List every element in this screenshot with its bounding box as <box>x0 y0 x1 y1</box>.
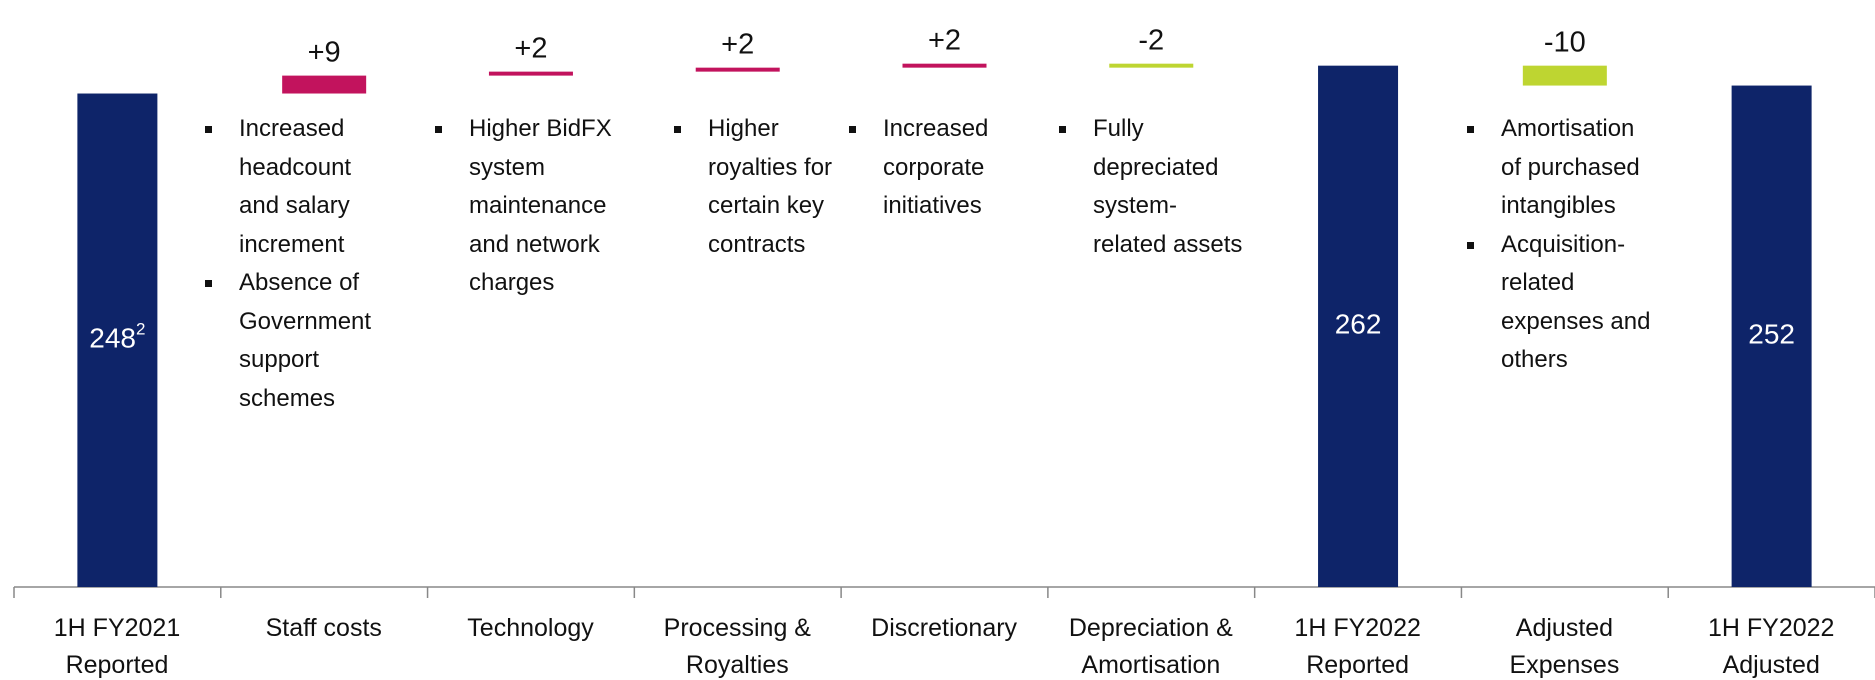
x-tick-label: 1H FY2022 Adjusted <box>1707 614 1835 679</box>
x-tick-label: Depreciation & Amortisation <box>1068 614 1233 679</box>
delta-bar <box>488 71 573 76</box>
value-label: 2482 <box>89 320 145 354</box>
note-list: Increased corporate initiatives <box>847 110 1018 226</box>
x-tick-label: Staff costs <box>265 614 382 642</box>
footnote-mark: 2 <box>136 320 145 339</box>
delta-bar <box>1109 63 1194 68</box>
note-item: Increased corporate initiatives <box>847 110 1018 226</box>
value-label: +2 <box>721 28 754 60</box>
note-item: Increased headcount and salary increment <box>203 110 384 264</box>
total-bar <box>1318 65 1399 587</box>
note-item: Acquisition-related expenses and others <box>1465 226 1661 380</box>
x-tick-label: 1H FY2022 Reported <box>1294 614 1421 679</box>
value-label-text: 262 <box>1335 309 1382 340</box>
value-label: 252 <box>1748 319 1795 350</box>
value-label: -2 <box>1138 24 1164 56</box>
delta-bar <box>282 75 367 94</box>
note-item: Higher BidFX system maintenance and netw… <box>433 110 629 303</box>
total-bar <box>77 93 158 587</box>
note-item: Fully depreciated system-related assets <box>1057 110 1243 264</box>
value-label: 262 <box>1335 309 1382 340</box>
x-tick-label: Discretionary <box>871 614 1018 642</box>
note-item: Higher royalties for certain key contrac… <box>672 110 846 264</box>
delta-bar <box>695 67 780 72</box>
delta-bar <box>902 63 987 68</box>
x-tick-label: Processing & Royalties <box>663 614 811 679</box>
value-label: +2 <box>514 32 547 64</box>
value-label: -10 <box>1544 26 1586 58</box>
note-list: Increased headcount and salary increment… <box>203 110 384 418</box>
note-item: Amortisation of purchased intangibles <box>1465 110 1661 226</box>
x-tick-label: 1H FY2021 Reported <box>53 614 181 679</box>
note-list: Higher BidFX system maintenance and netw… <box>433 110 629 303</box>
value-label-text: 252 <box>1748 319 1795 350</box>
value-label: +2 <box>928 24 961 56</box>
note-item: Absence of Government support schemes <box>203 264 384 418</box>
delta-bar <box>1522 65 1607 86</box>
x-tick-label: Adjusted Expenses <box>1509 614 1620 679</box>
note-list: Amortisation of purchased intangibles Acq… <box>1465 110 1661 380</box>
note-list: Fully depreciated system-related assets <box>1057 110 1243 264</box>
value-label: +9 <box>308 36 341 68</box>
note-list: Higher royalties for certain key contrac… <box>672 110 846 264</box>
value-label-text: 248 <box>89 323 136 354</box>
x-tick-label: Technology <box>467 614 594 642</box>
total-bar <box>1731 85 1812 587</box>
